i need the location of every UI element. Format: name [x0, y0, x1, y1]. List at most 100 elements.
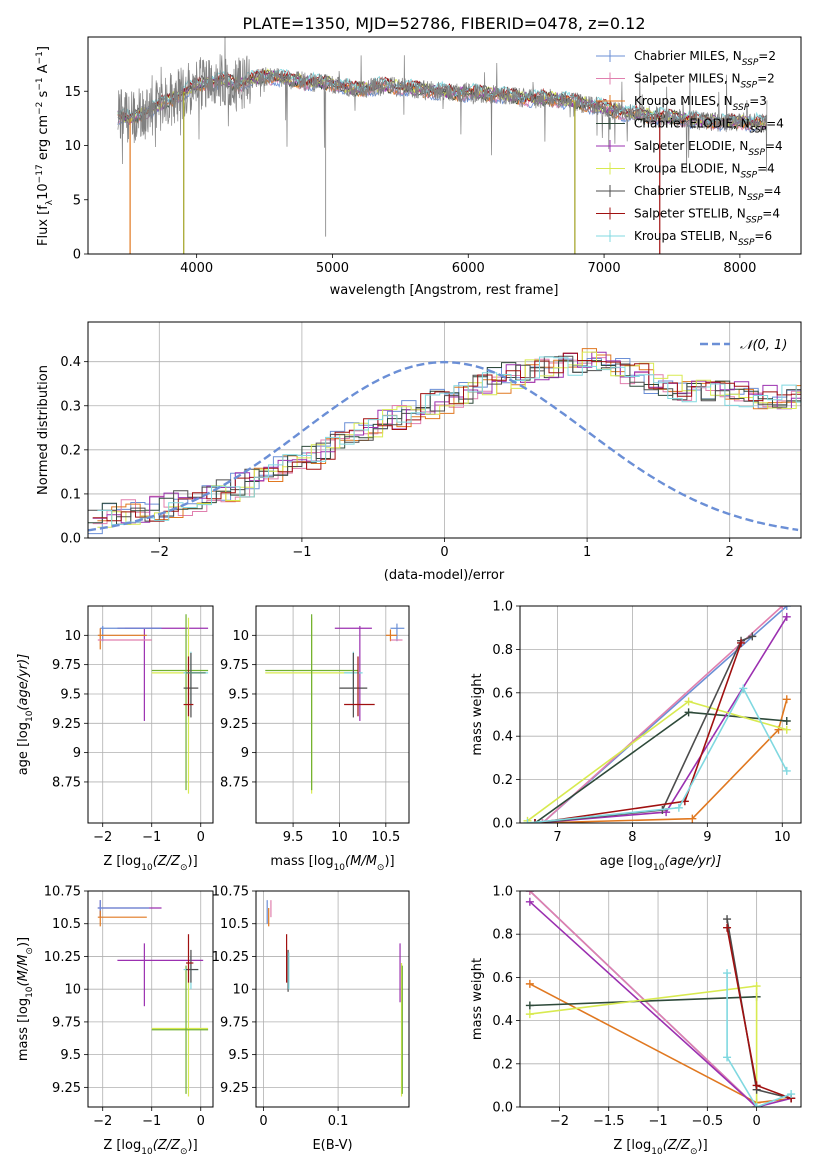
y-axis-label-part: −17: [35, 164, 45, 183]
y-tick-label: 0.3: [60, 399, 81, 414]
y-axis-label-part: A: [36, 64, 51, 77]
x-tick-label: 8: [628, 830, 636, 845]
y-tick-label: 9: [73, 746, 81, 761]
y-axis-label-part: ]: [36, 46, 51, 51]
y-tick-label: 9.5: [228, 1048, 249, 1063]
legend-entry-part: SSP: [733, 103, 750, 113]
x-axis-label: Z [log10(Z/Z⊙)]: [103, 854, 197, 873]
x-tick-label: 0: [197, 1114, 205, 1129]
y-axis-label-part: λ: [45, 199, 55, 205]
y-axis-label-part: s: [36, 90, 51, 101]
x-tick-label: 0: [259, 1114, 267, 1129]
x-tick-label: −1: [292, 545, 311, 560]
legend-entry-part: SSP: [741, 171, 758, 181]
x-axis-label-part: Z [log: [103, 1138, 141, 1153]
legend-entry-part: =3: [749, 94, 767, 108]
y-tick-label: 0.1: [60, 487, 81, 502]
x-axis-label: Z [log10(Z/Z⊙)]: [103, 1138, 197, 1157]
legend-entry-part: =4: [762, 207, 780, 221]
series-marker: [525, 1010, 534, 1019]
x-tick-label: 5000: [316, 261, 349, 276]
x-axis-label-part: 10: [334, 863, 346, 873]
y-tick-label: 0.8: [492, 643, 513, 658]
legend-entry-part: Chabrier MILES, N: [634, 49, 742, 63]
y-tick-label: 10.5: [220, 917, 249, 932]
x-tick-label: −1: [648, 1114, 667, 1129]
x-axis-label: (data-model)/error: [384, 568, 505, 583]
x-tick-label: −0.5: [692, 1114, 724, 1129]
histogram-chabrier_miles: [88, 358, 801, 535]
series-marker: [752, 982, 761, 991]
y-axis-label-part: age [log: [16, 722, 31, 775]
x-tick-label: 0: [752, 1114, 760, 1129]
legend-entry: Chabrier STELIB, NSSP=4: [634, 184, 781, 203]
x-axis-label-part: (Z/Z: [663, 1138, 691, 1153]
x-tick-label: 0: [197, 830, 205, 845]
y-tick-label: 1.0: [492, 600, 513, 615]
y-tick-label: 0.0: [60, 532, 81, 547]
plot-area: [97, 900, 209, 1097]
y-tick-label: 9.75: [220, 1015, 249, 1030]
series-marker: [674, 803, 683, 812]
histogram-kroupa_stelib: [97, 356, 801, 525]
y-tick-label: 9.25: [52, 1081, 81, 1096]
x-axis-label-part: ⊙: [377, 863, 385, 873]
x-tick-label: 6000: [452, 261, 485, 276]
y-axis-label: Flux [fλ10−17 erg cm−2 s−1 A−1]: [35, 46, 55, 246]
series-marker: [538, 819, 547, 823]
histogram-salpeter_stelib: [92, 352, 801, 522]
legend-entry-part: =6: [754, 229, 772, 243]
x-axis-label-part: Z [log: [613, 1138, 651, 1153]
y-tick-label: 8.75: [52, 775, 81, 790]
series-marker: [778, 606, 787, 610]
normal-curve: [88, 360, 799, 532]
y-tick-label: 8.75: [220, 775, 249, 790]
y-axis-label: mass weight: [470, 958, 485, 1040]
x-axis-label: mass [log10(M/M⊙)]: [270, 854, 394, 873]
legend-entry: Kroupa ELODIE, NSSP=4: [634, 162, 775, 181]
x-tick-label: 4000: [180, 261, 213, 276]
series-line: [534, 699, 788, 823]
x-axis-label-part: ⊙: [180, 863, 188, 873]
legend-entry-part: Salpeter STELIB, N: [634, 207, 746, 221]
figure-title: PLATE=1350, MJD=52786, FIBERID=0478, z=0…: [242, 14, 645, 33]
y-tick-label: 10.25: [212, 950, 249, 965]
legend-entry-part: SSP: [748, 148, 765, 158]
x-axis-label-part: (Z/Z: [153, 1138, 181, 1153]
series-marker: [737, 638, 746, 647]
x-axis-label: Z [log10(Z/Z⊙)]: [613, 1138, 707, 1157]
x-axis-label-part: )]: [188, 854, 198, 869]
legend-entry-part: =2: [758, 49, 776, 63]
y-tick-label: 0.2: [492, 773, 513, 788]
y-axis-label: age [log10(age/yr)]: [16, 654, 35, 776]
legend-entry: Salpeter STELIB, NSSP=4: [634, 207, 780, 226]
y-tick-label: 5: [73, 193, 81, 208]
x-tick-label: 7000: [588, 261, 621, 276]
y-tick-label: 9.25: [220, 1081, 249, 1096]
x-axis-label-part: 10: [141, 863, 153, 873]
y-tick-label: 10: [64, 983, 81, 998]
legend-entry: Kroupa STELIB, NSSP=6: [634, 229, 772, 248]
y-axis-label: mass weight: [470, 673, 485, 755]
y-tick-label: 9.5: [60, 1048, 81, 1063]
series-marker: [530, 819, 539, 823]
x-axis-label: age [log10(age/yr)]: [600, 854, 722, 873]
histogram-kroupa_miles: [97, 348, 801, 522]
x-tick-label: −2: [93, 830, 112, 845]
x-axis-label-part: 10: [653, 863, 665, 873]
plot-area: [88, 348, 801, 535]
series-marker: [684, 697, 693, 706]
series-marker: [723, 915, 732, 924]
x-tick-label: −1.5: [593, 1114, 625, 1129]
plot-area: [523, 606, 791, 823]
x-axis-label-part: ⊙: [690, 1147, 698, 1157]
y-tick-label: 9.75: [220, 658, 249, 673]
series-line: [541, 606, 783, 823]
series-marker: [748, 632, 757, 641]
x-axis-label-part: (Z/Z: [153, 854, 181, 869]
series-line: [534, 642, 742, 823]
y-axis-label: Normed distribution: [36, 365, 51, 495]
x-axis-label-part: )]: [188, 1138, 198, 1153]
